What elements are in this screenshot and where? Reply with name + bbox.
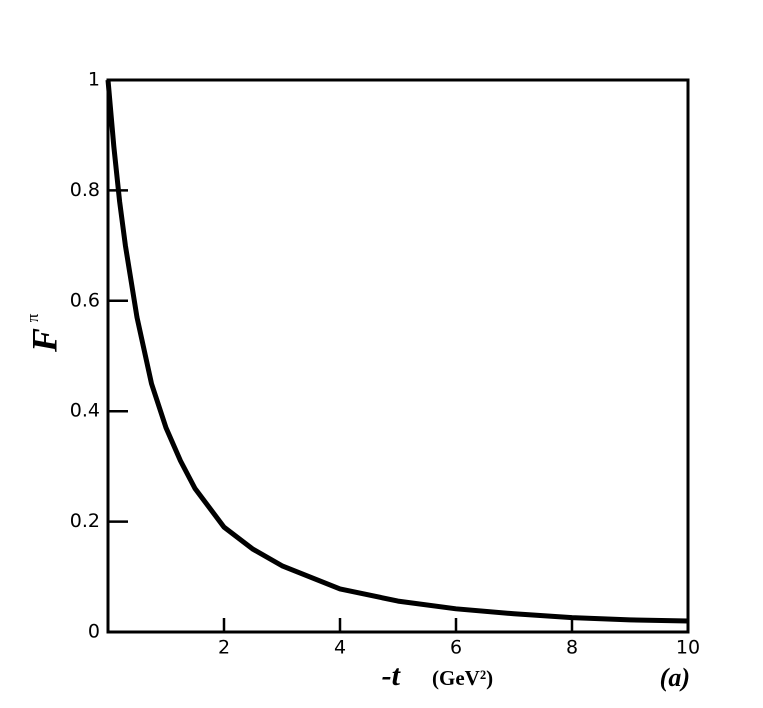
plot-frame bbox=[106, 78, 690, 634]
line-series bbox=[105, 79, 689, 624]
y-tick-label: 0.4 bbox=[70, 400, 100, 422]
x-tick-label: 4 bbox=[334, 637, 346, 659]
x-tick-label: 2 bbox=[218, 637, 230, 659]
x-axis-label: -t bbox=[382, 659, 402, 692]
y-tick-label: 1 bbox=[88, 69, 100, 91]
y-tick-label: 0.2 bbox=[70, 510, 100, 532]
y-tick-label: 0.8 bbox=[70, 179, 100, 201]
y-tick-label: 0.6 bbox=[70, 289, 100, 311]
y-axis-label-sup: π bbox=[23, 313, 42, 322]
annotation: (a) bbox=[660, 663, 690, 692]
x-tick-label: 8 bbox=[566, 637, 578, 659]
y-tick-label: 0 bbox=[88, 621, 100, 643]
x-tick-label: 10 bbox=[676, 637, 700, 659]
y-axis-label: F bbox=[24, 328, 64, 353]
x-axis-unit: (GeV²) bbox=[432, 666, 493, 690]
x-tick-label: 6 bbox=[450, 637, 462, 659]
